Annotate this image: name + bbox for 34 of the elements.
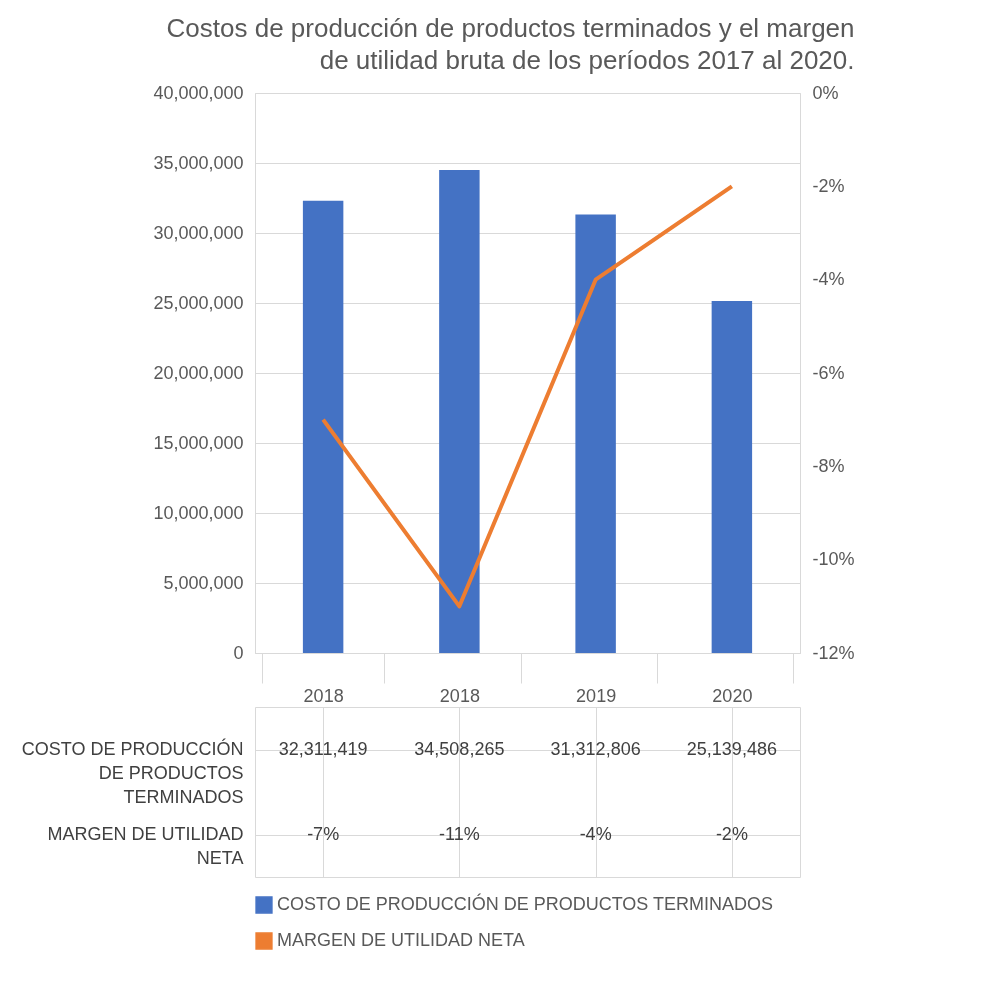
y2-tick-label: -6% <box>812 362 845 383</box>
y2-tick-label: -12% <box>812 642 855 663</box>
y-tick-label: 0 <box>233 642 244 663</box>
legend-label: MARGEN DE UTILIDAD NETA <box>277 930 525 950</box>
x-tick-label: 2020 <box>712 685 753 706</box>
data-label: -4% <box>579 823 612 844</box>
chart-title: Costos de producción de productos terminados y el margen de utilidad bruta de los períodos 2017 al 2020. <box>166 12 855 75</box>
data-label: -2% <box>715 823 748 844</box>
y-tick-label: 40,000,000 <box>153 82 244 103</box>
text: MARGEN DE UTILIDAD NETA <box>47 824 244 868</box>
y-tick-label: 10,000,000 <box>153 502 244 523</box>
data-label: -7% <box>307 823 340 844</box>
data-label: 31,312,806 <box>550 738 641 759</box>
y-tick-label: 5,000,000 <box>163 572 244 593</box>
y2-tick-label: 0% <box>812 82 839 103</box>
data-label: -11% <box>439 823 480 844</box>
y2-tick-label: -8% <box>812 455 845 476</box>
y-tick-label: 35,000,000 <box>153 152 244 173</box>
y-tick-label: 20,000,000 <box>153 362 244 383</box>
x-tick-label: 2018 <box>303 685 344 706</box>
y-tick-label: 15,000,000 <box>153 432 244 453</box>
data-label: 25,139,486 <box>686 738 777 759</box>
line-series <box>321 184 734 609</box>
legend-label: COSTO DE PRODUCCIÓN DE PRODUCTOS TERMINADOS <box>277 893 774 914</box>
y2-tick-label: -2% <box>812 175 845 196</box>
x-tick-label: 2018 <box>439 685 480 706</box>
y-tick-label: 25,000,000 <box>153 292 244 313</box>
text: COSTO DE PRODUCCIÓN DE PRODUCTOS TERMINADOS <box>21 739 244 807</box>
y2-tick-label: -10% <box>812 549 855 570</box>
y2-tick-label: -4% <box>812 269 845 290</box>
data-label: 34,508,265 <box>414 738 505 759</box>
x-tick-label: 2019 <box>576 685 617 706</box>
y-tick-label: 30,000,000 <box>153 222 244 243</box>
data-label: 32,311,419 <box>278 738 368 759</box>
